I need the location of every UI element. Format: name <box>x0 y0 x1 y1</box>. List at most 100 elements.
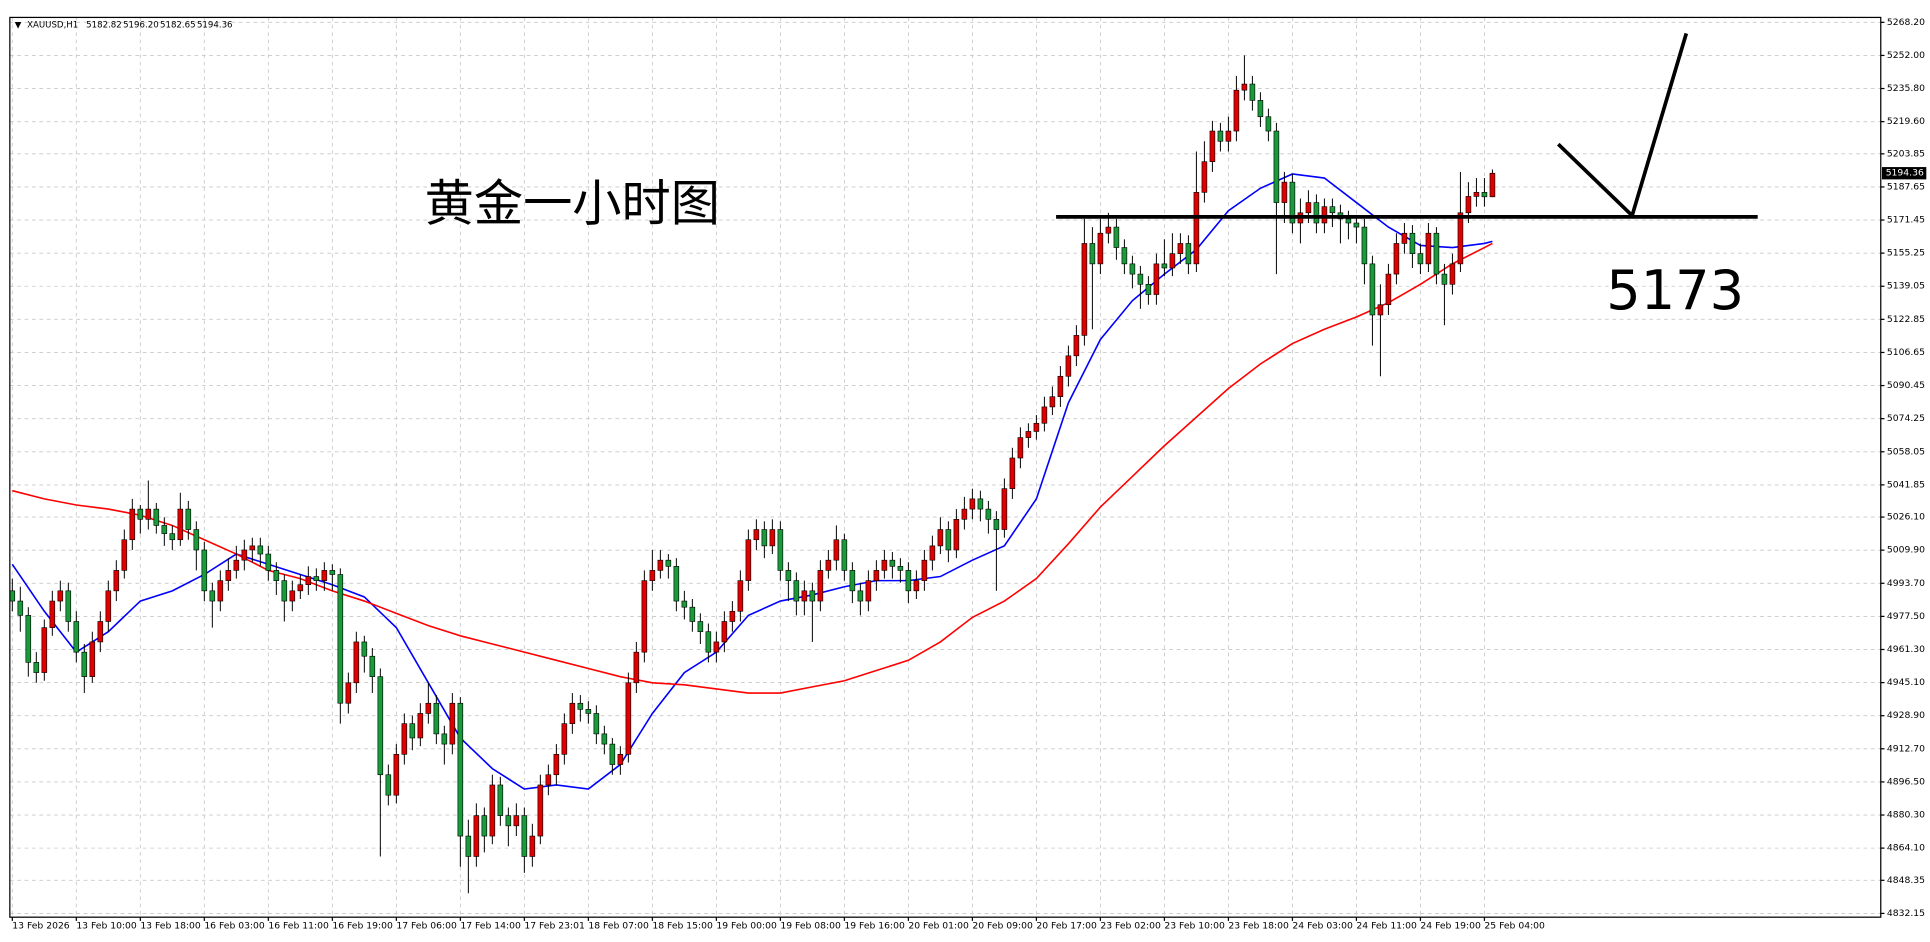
candle-body <box>1217 130 1224 142</box>
candle-body <box>369 655 376 677</box>
candle-body <box>1425 232 1432 265</box>
candle-body <box>361 641 368 657</box>
candle-body <box>521 815 528 857</box>
candle-body <box>1169 253 1176 269</box>
candle-body <box>257 545 264 555</box>
y-tick-label: 5155.25 <box>1887 248 1925 259</box>
candle-body <box>1457 212 1464 265</box>
candle-body <box>809 590 816 602</box>
candle-body <box>1177 243 1184 254</box>
candle-body <box>1393 243 1400 275</box>
symbol: XAUUSD,H1 <box>27 20 78 30</box>
candle-body <box>1113 226 1120 248</box>
candle-body <box>729 610 736 622</box>
candle-body <box>1097 232 1104 265</box>
candle-body <box>1233 89 1240 132</box>
candle-body <box>337 574 344 704</box>
x-tick-label: 23 Feb 02:00 <box>1100 920 1161 931</box>
candle-body <box>1433 232 1440 275</box>
candle-body <box>1009 457 1016 489</box>
candle-body <box>297 584 304 592</box>
candle-body <box>1417 253 1424 265</box>
candle-body <box>1057 375 1064 398</box>
candle-body <box>1257 100 1264 118</box>
candle-body <box>553 754 560 776</box>
candle-body <box>1145 284 1152 295</box>
candle-body <box>417 713 424 739</box>
candle-body <box>1033 422 1040 432</box>
x-tick-label: 20 Feb 01:00 <box>908 920 969 931</box>
candle-body <box>537 784 544 837</box>
candle-body <box>857 590 864 602</box>
candle-body <box>721 621 728 643</box>
candle-body <box>49 600 56 628</box>
candle-body <box>993 519 1000 530</box>
candle-body <box>1409 232 1416 254</box>
candle-body <box>73 621 80 653</box>
candle-body <box>1089 243 1096 265</box>
y-tick-label: 4896.50 <box>1887 776 1925 787</box>
candle-body <box>785 570 792 581</box>
x-tick-label: 24 Feb 19:00 <box>1420 920 1481 931</box>
y-tick-label: 4977.50 <box>1887 611 1925 622</box>
candle-body <box>217 580 224 602</box>
y-tick-label: 4912.70 <box>1887 743 1925 754</box>
candle-body <box>889 559 896 567</box>
x-tick-label: 25 Feb 04:00 <box>1484 920 1545 931</box>
candle-body <box>673 566 680 602</box>
y-tick-label: 4848.35 <box>1887 875 1925 886</box>
candle-body <box>1153 263 1160 295</box>
candle-body <box>1465 196 1472 214</box>
candle-body <box>1025 431 1032 438</box>
candle-body <box>497 784 504 816</box>
y-tick-label: 5106.65 <box>1887 347 1925 358</box>
candle-body <box>697 621 704 633</box>
x-tick-label: 18 Feb 15:00 <box>652 920 713 931</box>
candle-body <box>897 566 904 571</box>
candle-body <box>1105 226 1112 234</box>
plot-frame <box>9 16 1882 918</box>
candle-body <box>601 733 608 745</box>
header-prices: 5182.82 5196.20 5182.65 5194.36 <box>86 20 232 30</box>
candle-body <box>849 570 856 592</box>
candle-body <box>1289 181 1296 224</box>
candle-body <box>1273 130 1280 203</box>
candle-body <box>225 570 232 581</box>
candle-body <box>81 651 88 677</box>
candle-body <box>465 835 472 857</box>
y-tick-label: 5122.85 <box>1887 314 1925 325</box>
candle-body <box>969 498 976 510</box>
candle-body <box>345 682 352 704</box>
candle-body <box>1225 130 1232 142</box>
candle-body <box>265 553 272 571</box>
candle-body <box>401 723 408 755</box>
candle-body <box>113 570 120 592</box>
header-price: 5194.36 <box>197 20 233 30</box>
chart-annotation-title: 黄金一小时图 <box>425 174 720 232</box>
candle-body <box>305 576 312 586</box>
moving-average-line <box>12 242 1493 694</box>
candle-body <box>1193 192 1200 265</box>
y-tick-label: 5187.65 <box>1887 181 1925 192</box>
x-tick-label: 19 Feb 08:00 <box>780 920 841 931</box>
y-tick-label: 5026.10 <box>1887 512 1925 523</box>
candle-body <box>1129 263 1136 275</box>
candle-body <box>881 559 888 571</box>
candle-body <box>817 570 824 602</box>
candle-body <box>385 774 392 796</box>
y-tick-label: 5171.45 <box>1887 215 1925 226</box>
candle-body <box>1385 273 1392 306</box>
candle-body <box>313 576 320 581</box>
candle-body <box>241 549 248 561</box>
candle-body <box>825 559 832 571</box>
candle-body <box>137 508 144 520</box>
candle-body <box>1377 304 1384 316</box>
candle-body <box>1249 83 1256 101</box>
x-tick-label: 13 Feb 10:00 <box>76 920 137 931</box>
y-tick-label: 5219.60 <box>1887 116 1925 127</box>
candle-body <box>961 508 968 520</box>
candle-body <box>609 743 616 765</box>
candle-body <box>1449 263 1456 285</box>
candle-body <box>1017 437 1024 459</box>
